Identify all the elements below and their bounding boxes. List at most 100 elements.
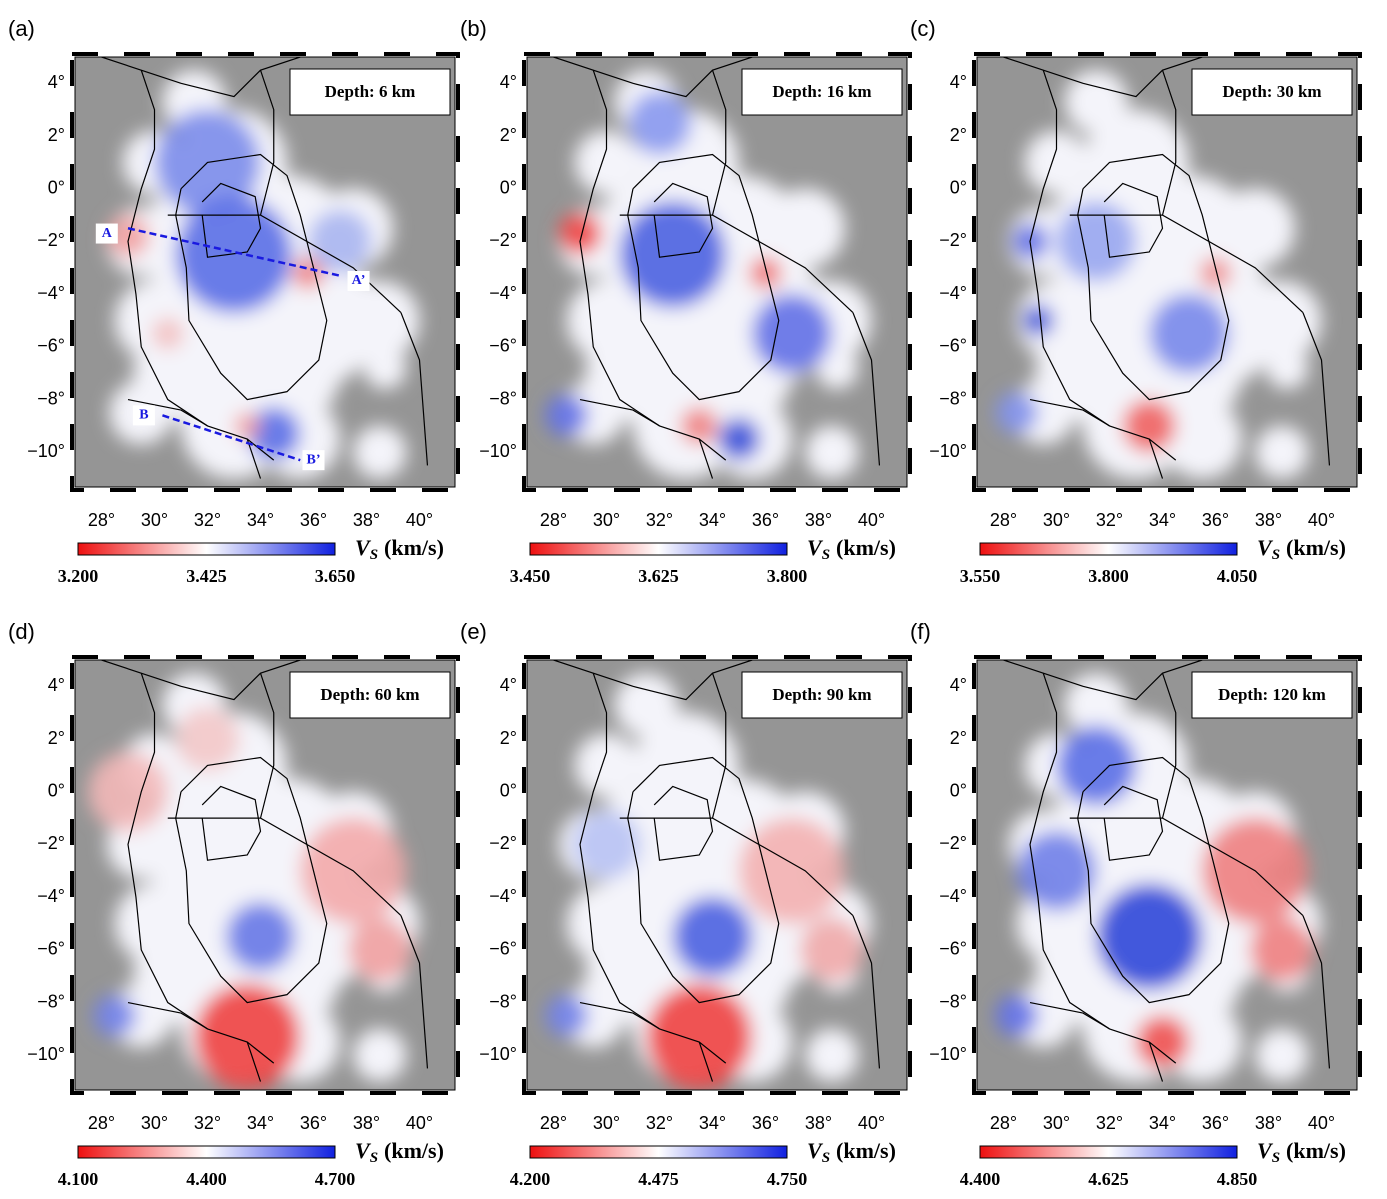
longitude-tick-label: 34° xyxy=(1149,510,1176,530)
latitude-tick-label: −2° xyxy=(939,230,967,250)
map-line xyxy=(627,756,780,1004)
longitude-tick-label: 40° xyxy=(1308,1113,1335,1133)
latitude-tick-label: −8° xyxy=(939,388,967,408)
colorbar-tick-label: 3.800 xyxy=(767,566,808,586)
latitude-tick-label: −6° xyxy=(489,939,517,959)
coverage-blob xyxy=(1162,1002,1242,1082)
colorbar-subscript: S xyxy=(822,1150,830,1166)
latitude-tick-label: 2° xyxy=(48,125,65,145)
map-line xyxy=(127,69,275,461)
anomaly-blob xyxy=(1022,304,1054,337)
depth-box xyxy=(1191,671,1353,719)
velocity-blobs xyxy=(106,69,420,479)
velocity-blobs xyxy=(545,69,872,479)
map-line xyxy=(698,438,714,479)
anomaly-blob xyxy=(292,257,325,289)
longitude-tick-label: 30° xyxy=(1043,510,1070,530)
anomaly-blob xyxy=(308,209,372,274)
longitude-tick-label: 28° xyxy=(540,1113,567,1133)
map-line xyxy=(1103,785,1164,861)
longitude-tick-label: 32° xyxy=(646,1113,673,1133)
colorbar-subscript: S xyxy=(370,547,378,563)
map-line xyxy=(167,214,402,314)
latitude-tick-label: −10° xyxy=(27,1044,65,1064)
map-line xyxy=(1103,182,1164,258)
colorbar-unit: (km/s) xyxy=(1286,1138,1346,1163)
colorbar-subscript: S xyxy=(1272,547,1280,563)
map-line xyxy=(1003,660,1203,701)
map-panel: (b) Depth: 16 km 4° 2° 0° −2° −4° −6° −8° −10° 28°… xyxy=(460,16,912,586)
anomaly-blob xyxy=(558,212,602,255)
anomaly-blob xyxy=(226,902,295,972)
velocity-blobs xyxy=(995,69,1322,479)
map-line xyxy=(1029,672,1177,1064)
profile-label: A’ xyxy=(352,273,366,288)
longitude-tick-label: 32° xyxy=(1096,1113,1123,1133)
depth-label: Depth: 60 km xyxy=(320,685,419,704)
longitude-tick-label: 36° xyxy=(1202,1113,1229,1133)
latitude-tick-label: −10° xyxy=(27,441,65,461)
coverage-blob xyxy=(574,130,639,195)
latitude-tick-label: −10° xyxy=(929,1044,967,1064)
anomaly-blob xyxy=(347,918,412,982)
map-line xyxy=(627,153,780,401)
coverage-blob xyxy=(1265,346,1309,390)
colorbar-label: VS (km/s) xyxy=(1257,1138,1346,1166)
colorbar-tick-label: 4.050 xyxy=(1217,566,1258,586)
longitude-tick-label: 38° xyxy=(1255,510,1282,530)
panel-label: (e) xyxy=(460,619,487,644)
colorbar-label: VS (km/s) xyxy=(1257,535,1346,563)
colorbar-label: VS (km/s) xyxy=(355,535,444,563)
profile-label-box xyxy=(302,450,325,471)
colorbar-unit: (km/s) xyxy=(384,535,444,560)
map-frame xyxy=(976,56,1358,488)
map-line xyxy=(711,672,727,819)
velocity-field xyxy=(545,660,881,1090)
panel-label: (b) xyxy=(460,16,487,41)
map-frame xyxy=(526,56,908,488)
anomaly-blob xyxy=(1096,883,1203,990)
latitude-tick-label: −8° xyxy=(37,991,65,1011)
profile-label: B xyxy=(139,408,148,423)
map-panel: (c) Depth: 30 km 4° 2° 0° −2° −4° −6° −8° −10° 28°… xyxy=(910,16,1362,586)
longitude-tick-label: 36° xyxy=(752,510,779,530)
velocity-field xyxy=(995,57,1331,479)
map-line xyxy=(653,182,714,258)
panel-label: (c) xyxy=(910,16,936,41)
anomaly-blob xyxy=(151,317,184,350)
latitude-tick-label: 0° xyxy=(500,178,517,198)
depth-box xyxy=(741,671,903,719)
colorbar-tick-label: 4.750 xyxy=(767,1169,808,1189)
longitude-tick-label: 38° xyxy=(805,510,832,530)
map-frame-fancy xyxy=(972,52,1362,492)
latitude-tick-label: −4° xyxy=(489,886,517,906)
map-line xyxy=(1302,312,1331,466)
colorbar xyxy=(529,1145,788,1159)
depth-label: Depth: 120 km xyxy=(1218,685,1326,704)
longitude-tick-label: 34° xyxy=(247,1113,274,1133)
longitude-tick-label: 34° xyxy=(699,1113,726,1133)
map-panel: (a) Depth: 6 km 4° 2° 0° −2° −4° −6° −8° −10° 28° 3… xyxy=(8,16,460,586)
map-line xyxy=(400,915,429,1069)
anomaly-blob xyxy=(93,994,136,1037)
map-line xyxy=(553,660,753,701)
map-line xyxy=(852,312,881,466)
panel-label: (a) xyxy=(8,16,35,41)
latitude-tick-label: 4° xyxy=(48,72,65,92)
longitude-tick-label: 40° xyxy=(1308,510,1335,530)
anomaly-blob xyxy=(1122,399,1176,453)
latitude-tick-label: −4° xyxy=(939,283,967,303)
latitude-tick-label: −10° xyxy=(929,441,967,461)
anomaly-blob xyxy=(1149,293,1229,374)
coverage-blob xyxy=(805,425,859,479)
map-frame-fancy xyxy=(522,52,912,492)
map-line xyxy=(167,817,402,917)
anomaly-blob xyxy=(1249,918,1314,982)
profile-label-box xyxy=(95,223,118,244)
latitude-tick-label: 4° xyxy=(950,675,967,695)
map-line xyxy=(127,1001,208,1030)
depth-box xyxy=(741,68,903,116)
latitude-tick-label: −6° xyxy=(939,939,967,959)
colorbar-unit: (km/s) xyxy=(836,535,896,560)
